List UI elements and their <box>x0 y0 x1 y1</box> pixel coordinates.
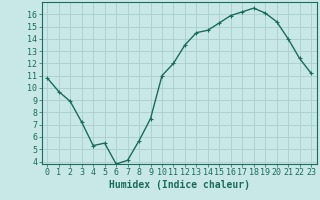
X-axis label: Humidex (Indice chaleur): Humidex (Indice chaleur) <box>109 180 250 190</box>
